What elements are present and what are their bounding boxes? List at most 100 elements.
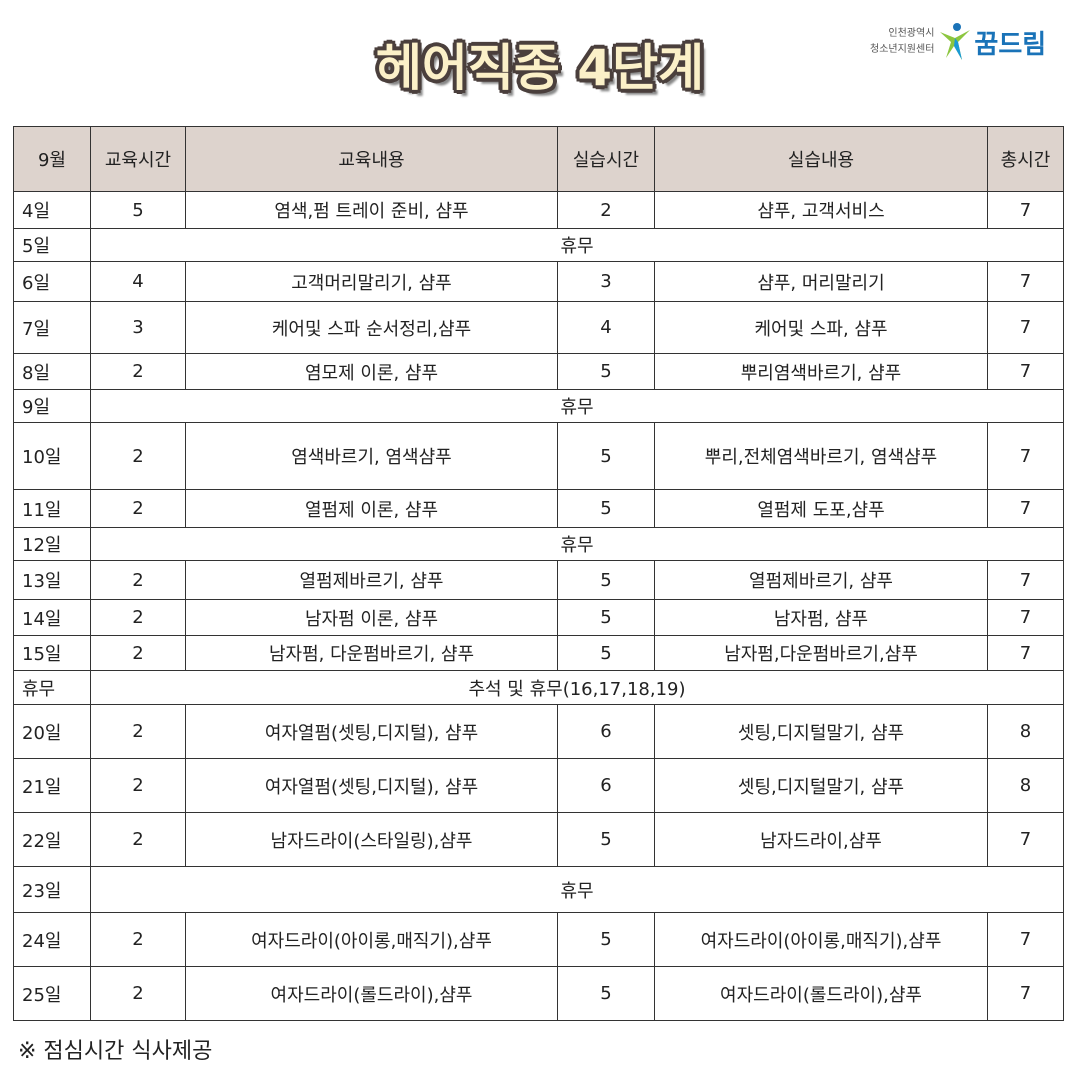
cell-total: 7 [987,489,1064,528]
cell-prac-content: 남자펌, 샴푸 [654,599,988,636]
header-prac-hours: 실습시간 [557,126,655,192]
cell-edu-content: 여자열펌(셋팅,디지털), 샴푸 [185,758,558,813]
cell-prac-hours: 5 [557,966,655,1021]
cell-edu-content: 남자펌, 다운펌바르기, 샴푸 [185,635,558,671]
cell-edu-content: 여자드라이(롤드라이),샴푸 [185,966,558,1021]
cell-prac-hours: 2 [557,191,655,229]
cell-edu-content: 염색,펌 트레이 준비, 샴푸 [185,191,558,229]
cell-edu-hours: 2 [90,353,186,390]
cell-total: 7 [987,353,1064,390]
cell-edu-hours: 2 [90,812,186,867]
cell-edu-content: 여자열펌(셋팅,디지털), 샴푸 [185,704,558,759]
table-row: 4일 5 염색,펌 트레이 준비, 샴푸 2 샴푸, 고객서비스 7 [13,191,1064,229]
cell-edu-hours: 2 [90,489,186,528]
cell-day: 20일 [13,704,91,759]
cell-prac-hours: 3 [557,261,655,302]
cell-prac-content: 남자드라이,샴푸 [654,812,988,867]
cell-prac-content: 셋팅,디지털말기, 샴푸 [654,704,988,759]
cell-prac-hours: 5 [557,489,655,528]
table-row: 24일 2 여자드라이(아이롱,매직기),샴푸 5 여자드라이(아이롱,매직기),샴푸 7 [13,912,1064,967]
table-row: 23일 휴무 [13,866,1064,913]
header-prac-content: 실습내용 [654,126,988,192]
cell-total: 7 [987,301,1064,354]
header-total: 총시간 [987,126,1064,192]
cell-total: 7 [987,635,1064,671]
cell-prac-content: 셋팅,디지털말기, 샴푸 [654,758,988,813]
cell-edu-hours: 3 [90,301,186,354]
cell-prac-content: 여자드라이(아이롱,매직기),샴푸 [654,912,988,967]
table-header-row: 9월 교육시간 교육내용 실습시간 실습내용 총시간 [13,126,1064,192]
cell-day: 14일 [13,599,91,636]
table-row: 6일 4 고객머리말리기, 샴푸 3 샴푸, 머리말리기 7 [13,261,1064,302]
cell-total: 7 [987,912,1064,967]
cell-edu-hours: 2 [90,966,186,1021]
table-row: 11일 2 열펌제 이론, 샴푸 5 열펌제 도포,샴푸 7 [13,489,1064,528]
table-row: 15일 2 남자펌, 다운펌바르기, 샴푸 5 남자펌,다운펌바르기,샴푸 7 [13,635,1064,671]
logo-org-line2: 청소년지원센터 [870,44,935,55]
table-row: 9일 휴무 [13,389,1064,423]
cell-day: 23일 [13,866,91,913]
table-row: 7일 3 케어및 스파 순서정리,샴푸 4 케어및 스파, 샴푸 7 [13,301,1064,354]
cell-day: 21일 [13,758,91,813]
cell-prac-hours: 6 [557,704,655,759]
cell-total: 7 [987,812,1064,867]
cell-total: 7 [987,966,1064,1021]
schedule-table: 9월 교육시간 교육내용 실습시간 실습내용 총시간 4일 5 염색,펌 트레이 준… [13,126,1064,1021]
table-row: 21일 2 여자열펌(셋팅,디지털), 샴푸 6 셋팅,디지털말기, 샴푸 8 [13,758,1064,813]
cell-edu-content: 열펌제바르기, 샴푸 [185,560,558,600]
cell-holiday: 휴무 [90,866,1064,913]
cell-prac-content: 남자펌,다운펌바르기,샴푸 [654,635,988,671]
logo-brand: 꿈드림 [974,29,1047,60]
table-row: 5일 휴무 [13,228,1064,262]
cell-day: 12일 [13,527,91,561]
table-row: 13일 2 열펌제바르기, 샴푸 5 열펌제바르기, 샴푸 7 [13,560,1064,600]
cell-day: 6일 [13,261,91,302]
cell-prac-hours: 5 [557,812,655,867]
cell-total: 7 [987,261,1064,302]
cell-day: 8일 [13,353,91,390]
cell-prac-hours: 5 [557,635,655,671]
cell-edu-content: 염색바르기, 염색샴푸 [185,422,558,490]
cell-total: 7 [987,560,1064,600]
cell-edu-content: 남자드라이(스타일링),샴푸 [185,812,558,867]
cell-total: 7 [987,191,1064,229]
cell-prac-content: 뿌리,전체염색바르기, 염색샴푸 [654,422,988,490]
cell-prac-hours: 5 [557,422,655,490]
cell-edu-content: 남자펌 이론, 샴푸 [185,599,558,636]
cell-day: 5일 [13,228,91,262]
cell-day: 22일 [13,812,91,867]
cell-holiday: 휴무 [90,228,1064,262]
cell-prac-content: 열펌제바르기, 샴푸 [654,560,988,600]
cell-edu-hours: 2 [90,758,186,813]
cell-prac-hours: 6 [557,758,655,813]
cell-prac-content: 샴푸, 고객서비스 [654,191,988,229]
table-row: 25일 2 여자드라이(롤드라이),샴푸 5 여자드라이(롤드라이),샴푸 7 [13,966,1064,1021]
cell-day: 25일 [13,966,91,1021]
logo-org: 인천광역시 청소년지원센터 [870,26,934,58]
table-row: 22일 2 남자드라이(스타일링),샴푸 5 남자드라이,샴푸 7 [13,812,1064,867]
cell-day: 휴무 [13,670,91,705]
cell-holiday: 휴무 [90,389,1064,423]
cell-prac-content: 여자드라이(롤드라이),샴푸 [654,966,988,1021]
cell-day: 10일 [13,422,91,490]
cell-total: 7 [987,599,1064,636]
logo-org-line1: 인천광역시 [888,28,935,39]
cell-day: 4일 [13,191,91,229]
cell-prac-content: 샴푸, 머리말리기 [654,261,988,302]
table-row: 휴무 추석 및 휴무(16,17,18,19) [13,670,1064,705]
cell-edu-hours: 2 [90,704,186,759]
cell-prac-hours: 5 [557,560,655,600]
cell-edu-hours: 4 [90,261,186,302]
cell-day: 11일 [13,489,91,528]
cell-edu-hours: 2 [90,635,186,671]
cell-holiday: 추석 및 휴무(16,17,18,19) [90,670,1064,705]
cell-total: 7 [987,422,1064,490]
cell-total: 8 [987,758,1064,813]
cell-edu-hours: 5 [90,191,186,229]
table-row: 10일 2 염색바르기, 염색샴푸 5 뿌리,전체염색바르기, 염색샴푸 7 [13,422,1064,490]
table-row: 20일 2 여자열펌(셋팅,디지털), 샴푸 6 셋팅,디지털말기, 샴푸 8 [13,704,1064,759]
table-row: 8일 2 염모제 이론, 샴푸 5 뿌리염색바르기, 샴푸 7 [13,353,1064,390]
cell-prac-content: 케어및 스파, 샴푸 [654,301,988,354]
person-logo-icon [940,23,971,60]
